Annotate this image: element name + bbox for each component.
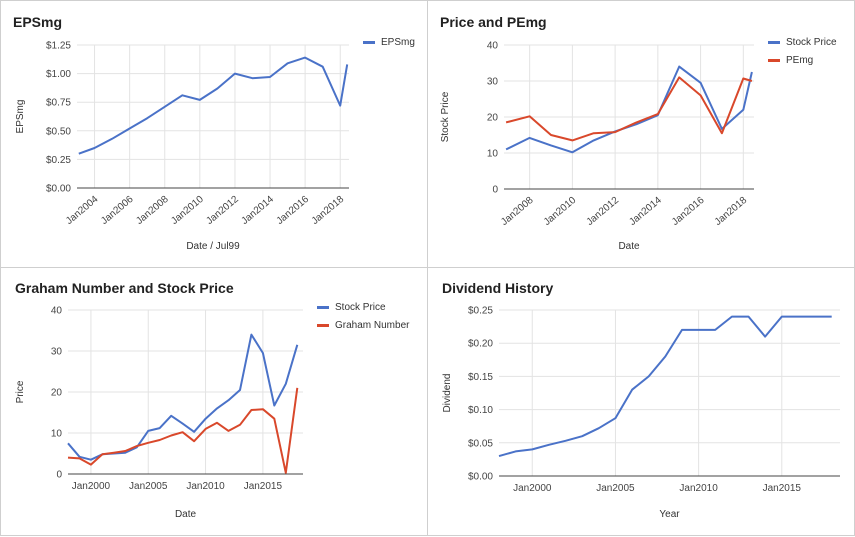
- x-axis-label: Date: [618, 241, 640, 252]
- x-tick-label: Jan2005: [596, 483, 635, 494]
- y-tick-label: $0.05: [468, 438, 493, 449]
- y-axis-label: Price: [15, 380, 26, 403]
- y-tick-label: $0.15: [468, 372, 493, 383]
- series-line-stock-price: [505, 65, 753, 154]
- y-tick-label: 10: [51, 429, 63, 440]
- y-tick-label: 40: [51, 306, 63, 317]
- x-tick-label: Jan2015: [244, 481, 283, 492]
- eps-chart-panel: EPSmg $0.00 $0.25 $0.50 $0.75 $1.00 $1.25 Jan20…: [0, 0, 428, 268]
- y-tick-label: $0.10: [468, 405, 493, 416]
- y-tick-label: 30: [51, 347, 63, 358]
- x-tick-label: Jan2012: [204, 194, 241, 227]
- legend-swatch: [317, 306, 329, 309]
- gridlines: [68, 309, 303, 475]
- graham-chart-panel: Graham Number and Stock Price 0 10 20 30 40 Ja…: [0, 267, 428, 536]
- x-tick-label: Jan2000: [72, 481, 111, 492]
- chart-title: Graham Number and Stock Price: [15, 280, 234, 296]
- y-tick-label: 30: [487, 77, 499, 88]
- x-tick-label: Jan2008: [499, 195, 536, 228]
- legend-swatch: [363, 41, 375, 44]
- y-tick-label: 20: [51, 388, 63, 399]
- series-line-graham-number: [67, 387, 299, 474]
- x-tick-label: Jan2014: [239, 194, 276, 227]
- chart-title: Price and PEmg: [440, 14, 547, 30]
- y-tick-label: $0.50: [46, 126, 71, 137]
- series-line-epsmg: [78, 56, 349, 155]
- x-axis-label: Date: [175, 509, 197, 520]
- y-tick-label: $0.00: [468, 472, 493, 483]
- x-tick-label: Jan2016: [670, 195, 707, 228]
- y-tick-label: $0.25: [46, 155, 71, 166]
- x-tick-label: Jan2000: [513, 483, 552, 494]
- legend-label: Graham Number: [335, 320, 410, 331]
- legend-label: EPSmg: [381, 37, 415, 48]
- y-axis-label: Stock Price: [440, 91, 451, 142]
- y-tick-label: $1.25: [46, 41, 71, 52]
- chart-title: Dividend History: [442, 280, 553, 296]
- dividend-chart-panel: Dividend History $0.00 $0.05 $0.10 $0.15 $0.2…: [427, 267, 855, 536]
- x-axis-label: Date / Jul99: [186, 241, 240, 252]
- y-axis-label: Dividend: [442, 374, 453, 413]
- graham-chart: Graham Number and Stock Price 0 10 20 30 40 Ja…: [15, 280, 410, 520]
- legend-label: PEmg: [786, 55, 813, 66]
- gridlines: [77, 44, 349, 189]
- legend-swatch: [768, 41, 780, 44]
- price-pe-chart-panel: Price and PEmg 0 10 20 30 40 Jan2008 Jan2010 Jan…: [427, 0, 855, 268]
- x-tick-label: Jan2014: [627, 195, 664, 228]
- x-tick-label: Jan2012: [585, 195, 622, 228]
- y-tick-label: 40: [487, 41, 499, 52]
- y-tick-label: $0.00: [46, 184, 71, 195]
- y-tick-label: $0.20: [468, 339, 493, 350]
- gridlines: [504, 44, 754, 190]
- x-tick-label: Jan2006: [99, 194, 136, 227]
- legend-label: Stock Price: [786, 37, 837, 48]
- y-tick-label: 0: [492, 185, 498, 196]
- gridlines: [499, 309, 840, 477]
- series-line-dividend: [498, 315, 832, 458]
- x-tick-label: Jan2018: [310, 194, 347, 227]
- x-tick-label: Jan2008: [134, 194, 171, 227]
- x-tick-label: Jan2010: [679, 483, 718, 494]
- legend-swatch: [317, 324, 329, 327]
- y-tick-label: 0: [56, 470, 62, 481]
- chart-title: EPSmg: [13, 14, 62, 30]
- legend-label: Stock Price: [335, 302, 386, 313]
- x-tick-label: Jan2005: [129, 481, 168, 492]
- y-tick-label: $0.75: [46, 98, 71, 109]
- legend-swatch: [768, 59, 780, 62]
- y-tick-label: $1.00: [46, 69, 71, 80]
- y-axis-label: EPSmg: [15, 100, 26, 134]
- x-tick-label: Jan2004: [64, 194, 101, 227]
- x-tick-label: Jan2010: [542, 195, 579, 228]
- y-tick-label: 10: [487, 149, 499, 160]
- x-tick-label: Jan2018: [713, 195, 750, 228]
- dividend-chart: Dividend History $0.00 $0.05 $0.10 $0.15 $0.2…: [442, 280, 840, 520]
- eps-chart: EPSmg $0.00 $0.25 $0.50 $0.75 $1.00 $1.25 Jan20…: [13, 14, 415, 252]
- x-axis-label: Year: [659, 509, 680, 520]
- series-line-pemg: [505, 76, 753, 142]
- x-tick-label: Jan2010: [169, 194, 206, 227]
- x-tick-label: Jan2015: [763, 483, 802, 494]
- x-tick-label: Jan2010: [186, 481, 225, 492]
- x-tick-label: Jan2016: [275, 194, 312, 227]
- y-tick-label: $0.25: [468, 306, 493, 317]
- y-tick-label: 20: [487, 113, 499, 124]
